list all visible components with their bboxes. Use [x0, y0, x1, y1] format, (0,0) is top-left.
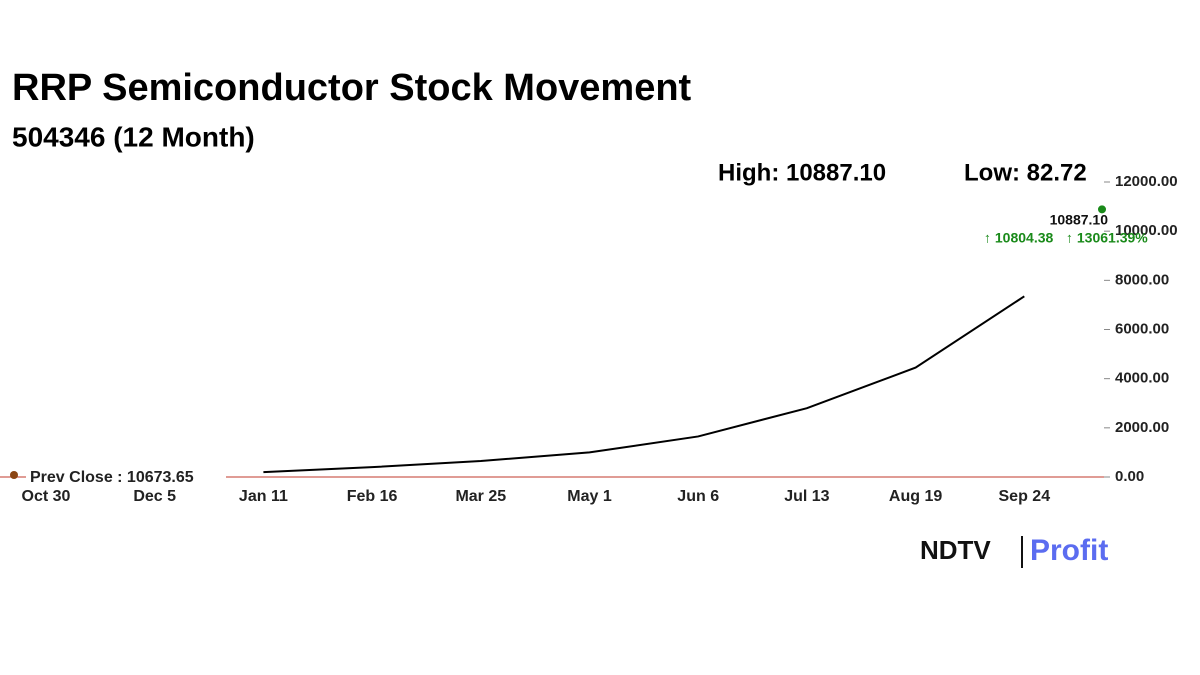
- low-label: Low: 82.72: [964, 159, 1087, 186]
- x-tick-label: Jun 6: [677, 488, 719, 505]
- y-tick-label: 8000.00: [1115, 271, 1169, 288]
- prev-close-label: Prev Close : 10673.65: [30, 469, 194, 486]
- x-tick-label: Jul 13: [784, 488, 829, 505]
- x-tick-label: Mar 25: [455, 488, 506, 505]
- change-pct-label: ↑ 13061.39%: [1066, 230, 1148, 246]
- change-label: ↑ 10804.38: [984, 230, 1053, 246]
- x-tick-label: Sep 24: [999, 488, 1051, 505]
- x-tick-label: Feb 16: [347, 488, 398, 505]
- last-label: 10887.10: [1050, 212, 1109, 228]
- prev-close-dot: [10, 471, 18, 479]
- y-tick-label: 4000.00: [1115, 370, 1169, 387]
- y-tick-label: 0.00: [1115, 468, 1144, 485]
- price-line: [263, 295, 1025, 474]
- high-label: High: 10887.10: [718, 159, 886, 186]
- y-tick-label: 6000.00: [1115, 320, 1169, 337]
- last-marker: [1098, 205, 1106, 214]
- x-tick-label: Oct 30: [22, 488, 71, 505]
- x-tick-label: Jan 11: [239, 488, 288, 505]
- x-tick-label: Aug 19: [889, 488, 942, 505]
- x-tick-label: Dec 5: [133, 488, 176, 505]
- y-tick-label: 10000.00: [1115, 222, 1178, 239]
- label-bg: [26, 468, 226, 486]
- y-tick-label: 2000.00: [1115, 419, 1169, 436]
- chart-title: RRP Semiconductor Stock Movement: [12, 67, 692, 109]
- x-tick-label: May 1: [567, 488, 612, 505]
- chart-subtitle: 504346 (12 Month): [12, 121, 255, 152]
- y-tick-label: 12000.00: [1115, 173, 1178, 190]
- logo-ndtv: NDTV: [920, 535, 991, 565]
- logo-profit: Profit: [1030, 534, 1108, 567]
